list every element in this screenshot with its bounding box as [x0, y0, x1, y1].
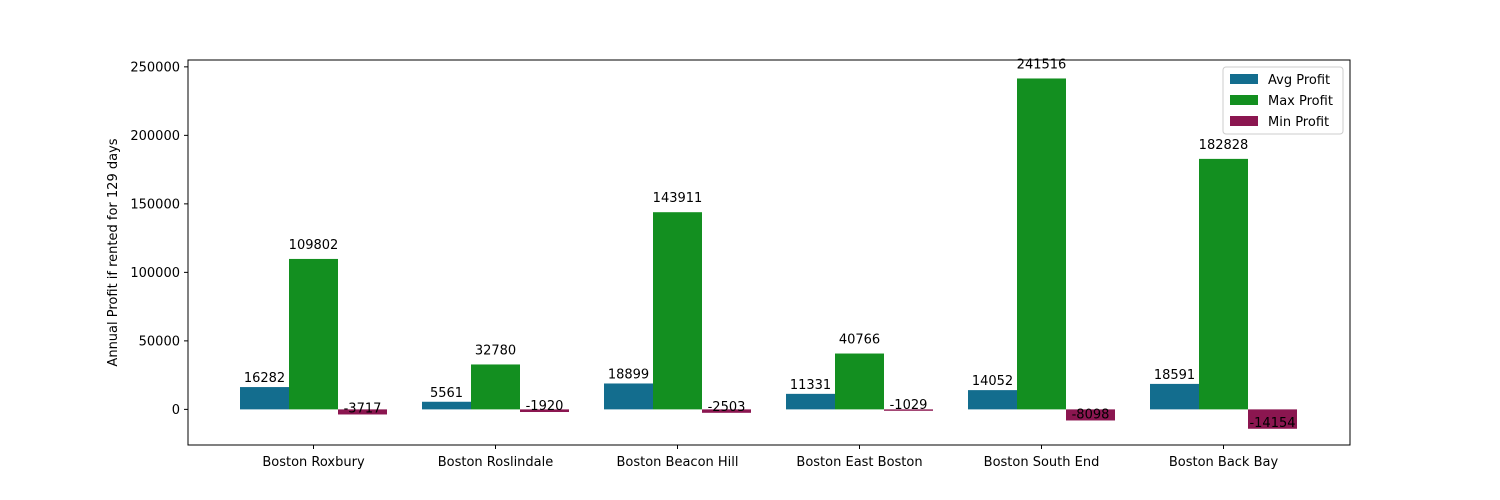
- bar-label-min-profit-boston-back-bay: -14154: [1249, 416, 1295, 431]
- y-tick-label: 250000: [130, 60, 180, 75]
- bar-max-profit-boston-beacon-hill: [653, 212, 702, 410]
- bar-avg-profit-boston-beacon-hill: [604, 383, 653, 410]
- bar-max-profit-boston-roslindale: [471, 364, 520, 410]
- bar-label-max-profit-boston-back-bay: 182828: [1199, 138, 1249, 153]
- bar-label-avg-profit-boston-east-boston: 11331: [790, 378, 831, 393]
- legend-label-avg-profit: Avg Profit: [1268, 73, 1330, 88]
- bar-min-profit-boston-south-end: [1066, 409, 1115, 421]
- legend-swatch-avg-profit: [1230, 74, 1258, 84]
- x-tick-label-boston-back-bay: Boston Back Bay: [1169, 455, 1279, 470]
- y-tick-label: 100000: [130, 266, 180, 281]
- y-axis: 0 50000 100000 150000 200000 250000: [130, 60, 188, 418]
- bar-label-min-profit-boston-roslindale: -1920: [526, 399, 564, 414]
- y-tick-label: 50000: [139, 334, 180, 349]
- y-tick-label: 200000: [130, 129, 180, 144]
- bar-avg-profit-boston-roxbury: [240, 387, 289, 410]
- bar-min-profit-boston-roxbury: [338, 409, 387, 415]
- bar-label-min-profit-boston-east-boston: -1029: [890, 398, 928, 413]
- y-axis-label: Annual Profit if rented for 129 days: [106, 138, 121, 366]
- y-tick-label: 150000: [130, 197, 180, 212]
- x-tick-label-boston-beacon-hill: Boston Beacon Hill: [616, 455, 738, 470]
- legend-label-min-profit: Min Profit: [1268, 115, 1329, 130]
- bar-avg-profit-boston-back-bay: [1150, 383, 1199, 410]
- bar-min-profit-boston-back-bay: [1248, 409, 1297, 429]
- bar-label-avg-profit-boston-back-bay: 18591: [1154, 368, 1195, 383]
- y-tick-label: 0: [172, 403, 180, 418]
- bars-group: [240, 78, 1297, 429]
- bar-label-min-profit-boston-roxbury: -3717: [344, 401, 382, 416]
- bar-max-profit-boston-east-boston: [835, 353, 884, 410]
- bar-label-max-profit-boston-south-end: 241516: [1017, 57, 1067, 72]
- bar-label-min-profit-boston-beacon-hill: -2503: [708, 400, 746, 415]
- bar-min-profit-boston-beacon-hill: [702, 409, 751, 413]
- plot-frame: [187, 59, 1351, 446]
- x-axis: Boston Roxbury Boston Roslindale Boston Be…: [262, 445, 1278, 470]
- bar-avg-profit-boston-south-end: [968, 390, 1017, 410]
- x-tick-label-boston-roxbury: Boston Roxbury: [262, 455, 365, 470]
- bar-avg-profit-boston-east-boston: [786, 393, 835, 410]
- x-tick-label-boston-east-boston: Boston East Boston: [796, 455, 922, 470]
- bar-max-profit-boston-back-bay: [1199, 158, 1248, 410]
- x-tick-label-boston-roslindale: Boston Roslindale: [438, 455, 554, 470]
- x-tick-label-boston-south-end: Boston South End: [984, 455, 1100, 470]
- legend-swatch-min-profit: [1230, 116, 1258, 126]
- bar-max-profit-boston-south-end: [1017, 78, 1066, 410]
- bar-label-avg-profit-boston-beacon-hill: 18899: [608, 367, 649, 382]
- bar-label-avg-profit-boston-south-end: 14052: [972, 374, 1013, 389]
- bar-max-profit-boston-roxbury: [289, 258, 338, 410]
- bar-label-max-profit-boston-roxbury: 109802: [289, 238, 339, 253]
- bar-min-profit-boston-roslindale: [520, 409, 569, 413]
- bar-label-avg-profit-boston-roslindale: 5561: [430, 386, 463, 401]
- legend-swatch-max-profit: [1230, 95, 1258, 105]
- bar-label-max-profit-boston-beacon-hill: 143911: [653, 191, 703, 206]
- bar-avg-profit-boston-roslindale: [422, 401, 471, 410]
- bar-label-min-profit-boston-south-end: -8098: [1072, 407, 1110, 422]
- bar-label-max-profit-boston-east-boston: 40766: [839, 333, 880, 348]
- bar-label-max-profit-boston-roslindale: 32780: [475, 343, 516, 358]
- legend-label-max-profit: Max Profit: [1268, 94, 1333, 109]
- bar-labels-group: 16282 5561 18899 11331 14052 18591 109802 32780…: [244, 57, 1296, 430]
- bar-min-profit-boston-east-boston: [884, 409, 933, 411]
- legend: Avg Profit Max Profit Min Profit: [1222, 66, 1344, 135]
- bar-label-avg-profit-boston-roxbury: 16282: [244, 371, 285, 386]
